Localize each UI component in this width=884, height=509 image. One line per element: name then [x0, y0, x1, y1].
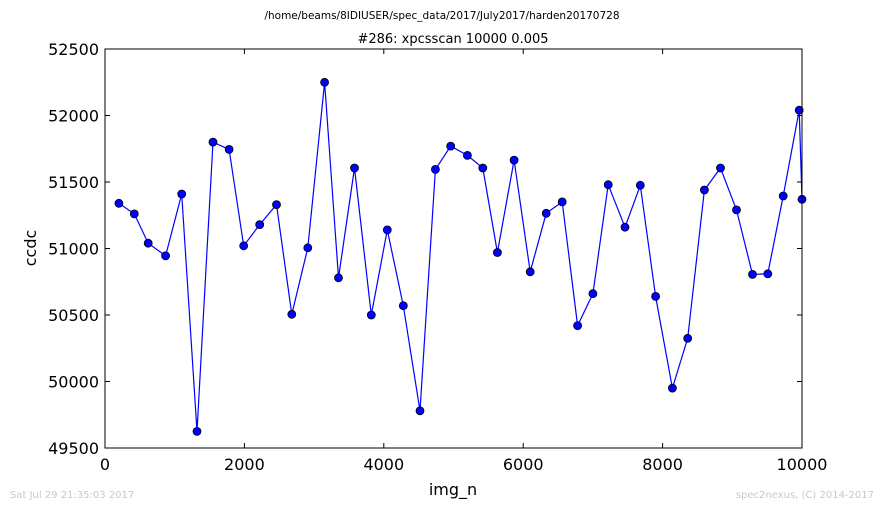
- data-point: [573, 321, 582, 331]
- y-tick-label: 50000: [48, 373, 99, 392]
- data-point: [398, 301, 408, 311]
- data-point: [492, 248, 502, 257]
- data-point: [683, 333, 693, 343]
- data-point: [272, 200, 281, 210]
- data-point: [635, 180, 645, 190]
- x-tick-label: 2000: [224, 455, 265, 474]
- data-point: [192, 426, 202, 436]
- data-point: [763, 269, 773, 279]
- y-tick-label: 50500: [48, 306, 99, 325]
- data-point: [478, 163, 488, 173]
- data-point: [208, 137, 218, 147]
- data-point: [700, 185, 709, 195]
- y-tick-label: 51000: [48, 240, 99, 259]
- data-point: [446, 141, 456, 151]
- x-tick-label: 8000: [642, 455, 683, 474]
- plot-area: [114, 77, 807, 436]
- y-tick-label: 49500: [48, 439, 99, 458]
- data-point: [651, 291, 660, 301]
- x-tick-label: 10000: [777, 455, 828, 474]
- x-axis-label: img_n: [429, 480, 477, 500]
- data-point: [114, 198, 124, 208]
- file-path-header: /home/beams/8IDIUSER/spec_data/2017/July…: [264, 10, 619, 22]
- data-point: [303, 243, 313, 253]
- data-point: [462, 150, 472, 160]
- data-point: [350, 163, 359, 173]
- data-point: [525, 267, 535, 277]
- data-point: [320, 77, 330, 87]
- data-point: [509, 155, 519, 165]
- data-point: [603, 180, 613, 190]
- data-point: [430, 164, 440, 174]
- y-tick-label: 51500: [48, 173, 99, 192]
- data-point: [557, 197, 567, 207]
- data-point: [716, 163, 725, 173]
- y-tick-label: 52500: [48, 40, 99, 59]
- data-point: [732, 205, 741, 215]
- data-point: [177, 189, 187, 199]
- x-axis: 0 2000 4000 6000 8000 10000: [100, 49, 828, 474]
- data-point: [541, 208, 551, 218]
- data-point: [794, 105, 804, 115]
- series-line: [118, 82, 803, 432]
- data-point: [778, 191, 788, 201]
- y-tick-label: 52000: [48, 107, 99, 126]
- data-point: [382, 225, 392, 235]
- timestamp-footer: Sat Jul 29 21:35:03 2017: [10, 490, 135, 501]
- x-tick-label: 6000: [503, 455, 544, 474]
- data-point: [129, 209, 139, 219]
- data-point: [620, 222, 630, 232]
- chart-title: #286: xpcsscan 10000 0.005: [357, 32, 548, 47]
- credit-footer: spec2nexus, (C) 2014-2017: [735, 490, 874, 501]
- data-point: [668, 383, 677, 393]
- data-point: [239, 241, 249, 251]
- y-axis-label: ccdc: [21, 230, 40, 267]
- data-point: [588, 289, 598, 299]
- data-point: [224, 144, 234, 154]
- data-point: [143, 238, 153, 248]
- data-point: [287, 309, 297, 319]
- data-point: [334, 273, 343, 283]
- data-point: [748, 269, 757, 279]
- data-point: [255, 220, 265, 230]
- data-point: [415, 406, 425, 416]
- y-axis: 49500 50000 50500 51000 51500 52000 52500: [48, 40, 802, 458]
- data-point: [161, 251, 171, 261]
- x-tick-label: 4000: [363, 455, 404, 474]
- x-tick-label: 0: [100, 455, 110, 474]
- data-point: [366, 310, 376, 320]
